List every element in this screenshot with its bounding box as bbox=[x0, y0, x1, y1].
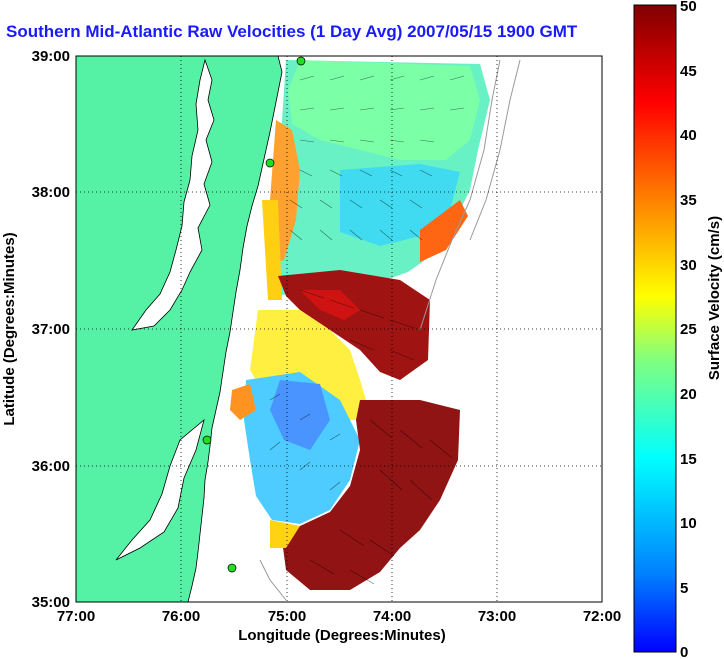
plot-frame bbox=[75, 55, 603, 603]
x-tick-label: 76:00 bbox=[162, 608, 200, 625]
colorbar-tick-label: 0 bbox=[680, 644, 688, 659]
velocity-field bbox=[230, 60, 490, 590]
colorbar bbox=[633, 4, 677, 653]
station-marker bbox=[296, 56, 306, 66]
x-tick-label: 74:00 bbox=[373, 608, 411, 625]
colorbar-tick-label: 15 bbox=[680, 451, 697, 468]
y-tick-label: 36:00 bbox=[32, 458, 70, 475]
colorbar-tick-label: 25 bbox=[680, 321, 697, 338]
land-mass bbox=[76, 56, 283, 602]
station-markers bbox=[202, 56, 306, 573]
colorbar-tick-label: 35 bbox=[680, 192, 697, 209]
chart-title: Southern Mid-Atlantic Raw Velocities (1 … bbox=[6, 22, 578, 41]
grid-lines bbox=[76, 56, 602, 602]
y-axis-label: Latitude (Degrees:Minutes) bbox=[1, 232, 18, 425]
bathymetry-contours bbox=[259, 59, 521, 601]
station-marker bbox=[227, 563, 237, 573]
colorbar-tick-label: 40 bbox=[680, 127, 697, 144]
colorbar-tick-label: 10 bbox=[680, 515, 697, 532]
x-axis-ticks: 77:00 76:00 75:00 74:00 73:00 72:00 bbox=[57, 608, 621, 625]
colorbar-label: Surface Velocity (cm/s) bbox=[706, 216, 723, 380]
x-tick-label: 77:00 bbox=[57, 608, 95, 625]
velocity-arrows bbox=[269, 75, 465, 585]
station-marker bbox=[265, 158, 275, 168]
y-tick-label: 37:00 bbox=[32, 321, 70, 338]
colorbar-tick-label: 30 bbox=[680, 257, 697, 274]
colorbar-tick-label: 20 bbox=[680, 386, 697, 403]
bay-water bbox=[131, 58, 215, 331]
x-tick-label: 73:00 bbox=[478, 608, 516, 625]
y-axis-ticks: 39:00 38:00 37:00 36:00 35:00 bbox=[32, 48, 70, 611]
x-tick-label: 75:00 bbox=[268, 608, 306, 625]
y-tick-label: 38:00 bbox=[32, 184, 70, 201]
colorbar-ticks: 50 45 40 35 30 25 20 15 10 5 0 bbox=[680, 0, 697, 659]
y-tick-label: 39:00 bbox=[32, 48, 70, 65]
x-axis-label: Longitude (Degrees:Minutes) bbox=[238, 627, 446, 644]
sound-water bbox=[115, 418, 205, 561]
x-tick-label: 72:00 bbox=[583, 608, 621, 625]
y-tick-label: 35:00 bbox=[32, 594, 70, 611]
colorbar-tick-label: 45 bbox=[680, 63, 697, 80]
colorbar-tick-label: 5 bbox=[680, 580, 688, 597]
colorbar-tick-label: 50 bbox=[680, 0, 697, 15]
station-marker bbox=[202, 435, 212, 445]
